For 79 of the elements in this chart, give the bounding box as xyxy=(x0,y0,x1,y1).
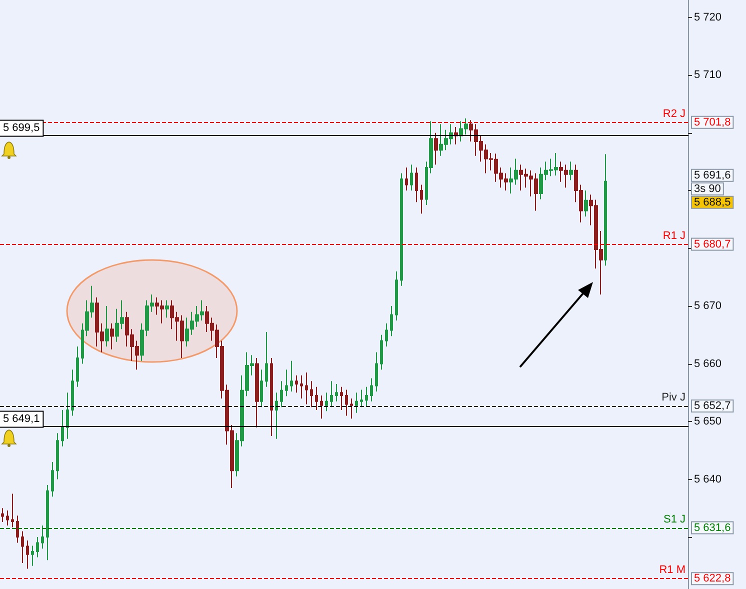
text: 5 622,8 xyxy=(694,572,731,585)
candlestick xyxy=(31,545,34,566)
candlestick xyxy=(265,332,268,388)
candlestick xyxy=(305,372,308,405)
ref-line-label: R2 J xyxy=(662,108,686,120)
candlestick xyxy=(300,374,303,399)
y-tick-label: 5 710 xyxy=(694,69,722,82)
candlestick xyxy=(395,270,398,321)
y-tick-label: 5 650 xyxy=(694,416,722,428)
y-tick-label: 5 720 xyxy=(694,11,722,24)
candlestick xyxy=(51,461,54,498)
candlestick xyxy=(405,166,408,192)
candlestick xyxy=(26,540,29,570)
candlestick xyxy=(260,369,263,408)
candlestick xyxy=(335,384,338,402)
candlestick xyxy=(36,536,39,558)
ref-line-label: R1 J xyxy=(662,230,686,242)
candlestick xyxy=(275,392,278,440)
candlestick xyxy=(340,386,343,410)
candlestick xyxy=(434,132,438,166)
candlestick xyxy=(375,352,378,392)
candlestick xyxy=(105,306,109,347)
candlestick xyxy=(315,386,318,410)
candlestick xyxy=(380,334,383,370)
candlestick xyxy=(11,493,14,528)
text: 5 691,6 xyxy=(694,169,731,182)
candlestick xyxy=(569,161,573,181)
candlestick xyxy=(21,530,24,564)
candlestick xyxy=(385,322,388,347)
candlestick xyxy=(390,306,393,337)
candlestick xyxy=(66,392,69,440)
candlestick xyxy=(110,322,114,350)
candlestick xyxy=(320,395,323,420)
candlestick xyxy=(16,515,19,544)
candlestick xyxy=(270,358,273,436)
ref-line-label: Piv J xyxy=(662,391,686,404)
candlestick xyxy=(285,369,288,397)
y-tick-label: 5 660 xyxy=(694,358,722,370)
text: 5 680,7 xyxy=(694,238,731,250)
candlestick xyxy=(365,386,368,406)
candlestick xyxy=(400,172,403,286)
candlestick xyxy=(165,300,169,318)
candlestick xyxy=(1,508,4,523)
candlestick xyxy=(410,164,413,192)
candlestick xyxy=(290,360,293,392)
candlestick xyxy=(61,409,64,447)
candlestick xyxy=(604,154,607,266)
candlestick xyxy=(310,380,313,408)
ref-line-label: R1 M xyxy=(659,564,686,576)
candlestick xyxy=(370,378,373,402)
ref-line-label: 5 699,5 xyxy=(3,122,40,134)
candlestick xyxy=(295,374,298,394)
candlestick xyxy=(420,184,423,214)
candlestick xyxy=(415,166,418,203)
ref-line-label: S1 J xyxy=(663,513,686,526)
candlestick xyxy=(41,524,44,550)
candlestick xyxy=(56,432,59,480)
candlestick xyxy=(345,389,348,416)
candlestick xyxy=(454,126,458,145)
ref-line-label: 5 649,1 xyxy=(3,413,40,426)
candlestick xyxy=(6,510,9,526)
candlestick xyxy=(255,358,259,428)
candlestick xyxy=(71,369,74,416)
candlestick xyxy=(350,398,353,420)
candlestick xyxy=(76,346,79,388)
text: 5 652,7 xyxy=(694,400,731,412)
text: 5 701,8 xyxy=(694,116,731,128)
candlestick xyxy=(355,392,358,414)
text: 3s 90 xyxy=(694,182,721,195)
candlestick xyxy=(360,389,363,408)
y-tick-label: 5 640 xyxy=(694,473,722,486)
text: 5 688,5 xyxy=(694,196,731,208)
candlestick xyxy=(584,190,588,218)
candlestick xyxy=(280,380,283,408)
y-tick-label: 5 670 xyxy=(694,300,722,312)
candlestick xyxy=(46,484,49,561)
candlestick xyxy=(330,380,333,408)
candlestick xyxy=(325,392,328,412)
text: 5 631,6 xyxy=(694,522,731,534)
